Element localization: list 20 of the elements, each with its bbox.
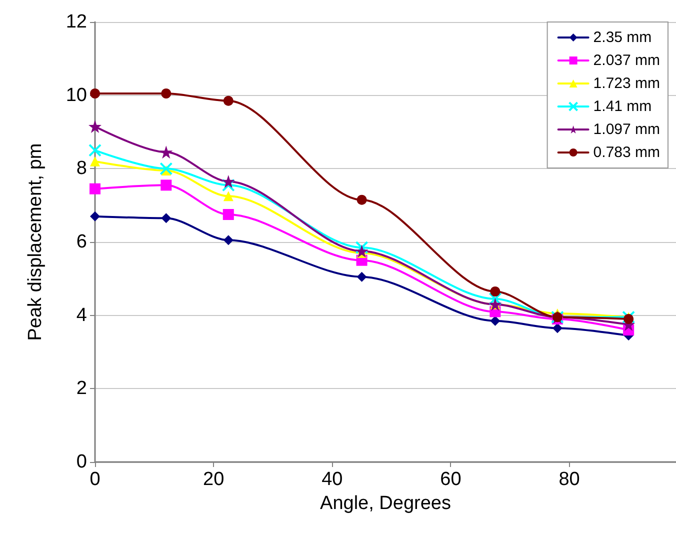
y-tick-label: 4 xyxy=(76,304,88,326)
legend-label: 1.723 mm xyxy=(593,75,660,92)
legend-label: 2.35 mm xyxy=(593,29,652,46)
x-tick-label: 20 xyxy=(203,469,224,490)
legend-label: 1.41 mm xyxy=(593,98,652,115)
y-tick-label: 12 xyxy=(66,12,87,32)
x-tick-label: 40 xyxy=(322,469,343,490)
y-axis-title: Peak displacement, pm xyxy=(25,143,46,341)
y-tick-label: 8 xyxy=(76,158,87,180)
x-tick-label: 60 xyxy=(440,469,462,490)
y-tick-label: 0 xyxy=(76,452,87,472)
legend-label: 1.097 mm xyxy=(593,121,660,138)
y-tick-label: 2 xyxy=(76,378,87,400)
legend-label: 2.037 mm xyxy=(593,52,660,69)
y-tick-label: 6 xyxy=(76,232,87,252)
x-axis-title: Angle, Degrees xyxy=(320,492,451,514)
x-tick-label: 80 xyxy=(558,469,580,490)
x-tick-label: 0 xyxy=(90,469,100,490)
legend-label: 0.783 mm xyxy=(593,144,660,161)
y-tick-label: 10 xyxy=(66,84,87,106)
